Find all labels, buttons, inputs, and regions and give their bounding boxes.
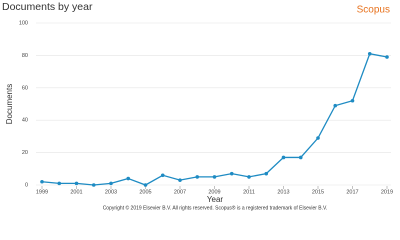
x-tick-label: 2019 xyxy=(381,189,393,195)
x-tick-label: 2001 xyxy=(70,189,82,195)
x-tick-label: 2003 xyxy=(105,189,117,195)
y-tick-label: 40 xyxy=(22,118,28,124)
x-tick-label: 2011 xyxy=(243,189,255,195)
y-tick-label: 20 xyxy=(22,150,28,156)
data-point xyxy=(229,171,234,176)
data-point xyxy=(264,171,269,176)
data-point xyxy=(333,103,338,108)
x-tick-label: 1999 xyxy=(36,189,48,195)
data-point xyxy=(40,179,44,184)
data-point xyxy=(178,178,182,182)
data-point xyxy=(212,175,217,179)
y-tick-label: 80 xyxy=(22,53,28,59)
data-point xyxy=(247,175,251,179)
page: Documents by year Scopus Documents Year … xyxy=(2,0,394,212)
x-tick-label: 2013 xyxy=(277,189,289,195)
y-tick-label: 100 xyxy=(19,20,28,26)
data-point xyxy=(126,176,131,181)
data-point xyxy=(350,98,355,103)
x-axis-label: Year xyxy=(207,195,224,204)
brand: Scopus xyxy=(357,5,390,16)
data-point xyxy=(385,55,389,59)
x-tick-label: 2015 xyxy=(312,189,324,195)
data-point xyxy=(160,173,165,178)
y-tick-label: 60 xyxy=(22,85,28,91)
chart-title: Documents by year xyxy=(2,1,93,13)
data-point xyxy=(316,136,320,140)
chart: Documents by year Scopus Documents Year … xyxy=(2,1,393,212)
data-point xyxy=(367,51,372,56)
data-point xyxy=(298,155,303,160)
data-point xyxy=(57,181,62,186)
x-tick-label: 2007 xyxy=(174,189,186,195)
data-point xyxy=(74,181,79,186)
data-point xyxy=(281,155,286,160)
data-point xyxy=(195,175,200,179)
x-tick-label: 2017 xyxy=(346,189,358,195)
data-point xyxy=(91,183,96,187)
y-tick-label: 0 xyxy=(25,182,28,188)
data-point xyxy=(109,181,113,186)
series-line xyxy=(41,53,388,186)
data-point xyxy=(143,183,148,187)
x-tick-label: 2009 xyxy=(208,189,220,195)
x-tick-label: 2005 xyxy=(139,189,151,195)
y-axis-label: Documents xyxy=(5,84,14,124)
footer: Copyright © 2019 Elsevier B.V. All right… xyxy=(103,204,328,211)
